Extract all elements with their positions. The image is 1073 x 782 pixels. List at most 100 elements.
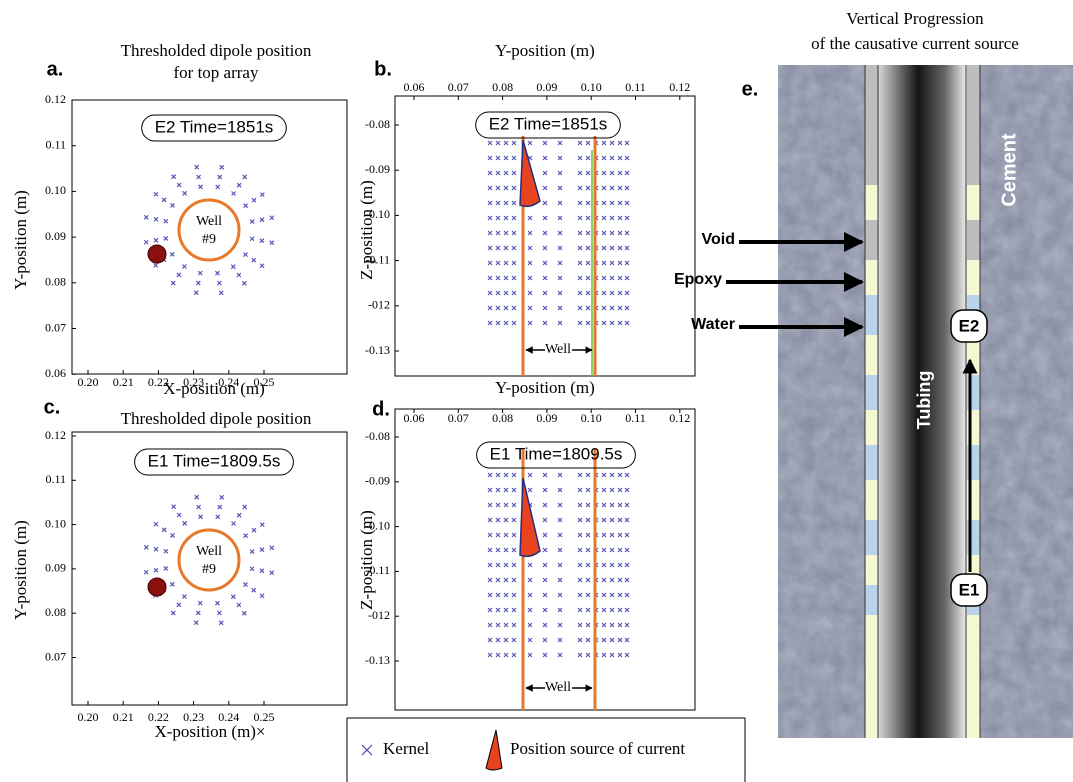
kernel-marker [585,577,591,583]
kernel-marker [624,502,630,508]
kernel-marker [617,472,623,478]
kernel-marker [249,566,255,572]
event-box [475,111,621,139]
kernel-marker [176,512,182,518]
kernel-marker [609,607,615,613]
kernel-marker [487,637,493,643]
kernel-marker [542,215,548,221]
kernel-marker [557,622,563,628]
x-tick-label: 0.08 [492,411,513,425]
kernel-marker [503,562,509,568]
x-tick-label: 0.22 [148,710,169,724]
kernel-marker [163,218,169,224]
kernel-marker [511,577,517,583]
kernel-marker [217,174,223,180]
kernel-marker [503,170,509,176]
kernel-marker [601,487,607,493]
kernel-marker [557,290,563,296]
kernel-marker [542,472,548,478]
kernel-marker [585,532,591,538]
kernel-marker [527,215,533,221]
kernel-marker [601,170,607,176]
x-tick-label: 0.24 [218,375,239,389]
kernel-marker [601,245,607,251]
kernel-marker [609,275,615,281]
kernel-marker [171,174,177,180]
kernel-marker [242,174,248,180]
well-label: #9 [202,562,216,577]
rock [980,65,1073,738]
kernel-marker [542,592,548,598]
legend-label: Position source of current [510,739,685,758]
kernel-marker [241,610,247,616]
kernel-marker [557,472,563,478]
kernel-marker [495,230,501,236]
event-bubble [950,573,988,607]
kernel-marker [217,504,223,510]
kernel-marker [503,290,509,296]
x-tick-label: 0.07 [448,411,469,425]
kernel-marker [577,487,583,493]
kernel-marker [601,637,607,643]
kernel-marker [487,185,493,191]
y-axis-label: Y-position (m) [11,520,30,620]
kernel-marker [542,487,548,493]
kernel-marker [487,607,493,613]
y-tick-label: -0.13 [365,343,390,357]
kernel-marker [624,577,630,583]
kernel-marker [231,521,237,526]
kernel-marker [511,517,517,523]
annulus-segment [865,555,878,585]
kernel-marker [495,155,501,161]
x-tick-label: 0.20 [78,375,99,389]
kernel-marker [585,290,591,296]
kernel-marker [503,140,509,146]
x-tick-label: 0.09 [536,80,557,94]
well-label: Well [196,544,222,559]
kernel-marker [153,567,159,573]
kernel-marker [153,262,159,268]
kernel-marker [495,622,501,628]
kernel-marker [495,290,501,296]
kernel-marker [259,522,265,528]
kernel-marker [557,517,563,523]
kernel-marker [511,607,517,613]
kernel-marker [495,577,501,583]
kernel-marker [487,260,493,266]
y-tick-label: 0.08 [45,275,66,289]
kernel-marker [503,517,509,523]
kernel-marker [617,230,623,236]
kernel-marker [585,517,591,523]
y-tick-label: -0.13 [365,653,390,667]
kernel-marker [143,239,149,245]
kernel-marker [577,502,583,508]
event-annotation: E1 Time=1809.5s [490,444,623,463]
kernel-marker [601,472,607,478]
panel-label: e. [742,78,759,100]
kernel-marker [527,230,533,236]
kernel-marker [542,547,548,553]
annulus-segment [967,220,980,260]
kernel-marker [542,320,548,326]
x-tick-label: 0.23 [183,710,204,724]
kernel-marker [557,502,563,508]
kernel-marker [243,582,248,588]
panel-title: for top array [174,63,259,82]
kernel-marker [243,252,248,258]
kernel-marker [624,487,630,493]
panel-title: Y-position (m) [495,41,595,60]
y-axis-label: Z-position (m) [357,510,376,610]
x-tick-label: 0.11 [625,411,646,425]
kernel-marker [624,320,630,326]
kernel-marker [542,140,548,146]
kernel-marker [585,170,591,176]
x-tick-label: 0.06 [404,411,425,425]
kernel-marker [617,502,623,508]
kernel-marker [216,280,222,286]
kernel-marker [487,140,493,146]
kernel-marker [495,562,501,568]
kernel-marker [585,547,591,553]
kernel-marker [577,140,583,146]
kernel-marker [503,320,509,326]
